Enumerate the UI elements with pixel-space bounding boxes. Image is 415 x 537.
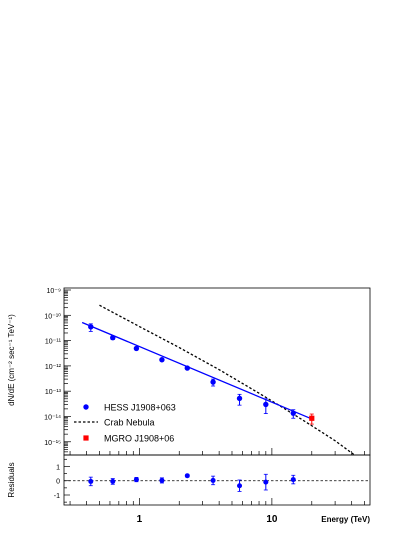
residual-point xyxy=(110,478,116,484)
legend-marker-circle xyxy=(83,404,89,410)
legend-marker-square xyxy=(83,435,89,441)
hess-data-point xyxy=(236,395,243,402)
residual-points xyxy=(88,473,296,492)
hess-data-point xyxy=(88,324,94,330)
lower-panel: 1 0 -1 Residuals xyxy=(7,454,371,506)
lower-y-tick-labels: 1 0 -1 xyxy=(54,464,60,500)
residual-point xyxy=(159,477,165,483)
lower-y-tick-label: 1 xyxy=(56,464,60,471)
lower-y-tick-label: 0 xyxy=(56,479,60,486)
lower-y-axis-label: Residuals xyxy=(7,462,16,497)
power-law-fit-line xyxy=(81,321,313,420)
residual-point xyxy=(290,477,296,483)
x-tick-label: 10 xyxy=(266,514,278,525)
upper-y-tick-labels: 10⁻⁹ 10⁻¹⁰ 10⁻¹¹ 10⁻¹² 10⁻¹³ 10⁻¹⁴ 10⁻¹⁵ xyxy=(44,288,61,447)
upper-y-tick-label: 10⁻¹⁰ xyxy=(44,312,61,320)
residual-point xyxy=(210,477,216,483)
hess-data-point xyxy=(184,365,190,371)
upper-panel: 10⁻⁹ 10⁻¹⁰ 10⁻¹¹ 10⁻¹² 10⁻¹³ 10⁻¹⁴ 10⁻¹⁵ dN/dE… xyxy=(7,287,371,456)
upper-data-points xyxy=(88,323,315,425)
upper-y-axis-label: dN/dE (cm⁻² sec⁻¹ TeV⁻¹) xyxy=(7,314,16,406)
x-tick-labels: 1 10 xyxy=(137,514,278,525)
x-tick-label: 1 xyxy=(137,514,143,525)
upper-y-tick-label: 10⁻¹³ xyxy=(45,389,62,396)
hess-data-point xyxy=(133,345,140,352)
residual-point xyxy=(184,473,190,479)
upper-y-tick-label: 10⁻¹⁵ xyxy=(44,440,61,447)
residual-point xyxy=(263,479,269,485)
residual-point xyxy=(133,477,139,483)
hess-data-point xyxy=(159,357,165,363)
legend: HESS J1908+063 Crab Nebula MGRO J1908+06 xyxy=(74,403,176,444)
hess-data-point xyxy=(110,335,116,341)
legend-label: MGRO J1908+06 xyxy=(104,434,174,444)
residual-point xyxy=(88,478,94,484)
legend-label: Crab Nebula xyxy=(104,418,155,428)
x-axis-label: Energy (TeV) xyxy=(321,515,370,524)
lower-ticks xyxy=(64,458,370,505)
upper-ticks xyxy=(64,289,365,456)
mgro-data-point xyxy=(309,415,315,421)
lower-plot-frame xyxy=(63,454,371,506)
upper-y-tick-label: 10⁻⁹ xyxy=(47,288,61,295)
hess-data-point xyxy=(210,379,216,385)
hess-data-point xyxy=(263,401,269,408)
upper-curves xyxy=(81,304,356,456)
upper-plot-frame xyxy=(63,287,371,456)
lower-y-tick-label: -1 xyxy=(54,493,60,500)
upper-y-tick-label: 10⁻¹⁴ xyxy=(44,414,61,421)
residual-point xyxy=(237,483,243,489)
upper-y-tick-label: 10⁻¹¹ xyxy=(45,339,62,346)
crab-nebula-curve xyxy=(99,304,356,456)
legend-label: HESS J1908+063 xyxy=(104,403,176,413)
upper-y-tick-label: 10⁻¹² xyxy=(45,364,62,371)
hess-data-point xyxy=(290,410,296,416)
